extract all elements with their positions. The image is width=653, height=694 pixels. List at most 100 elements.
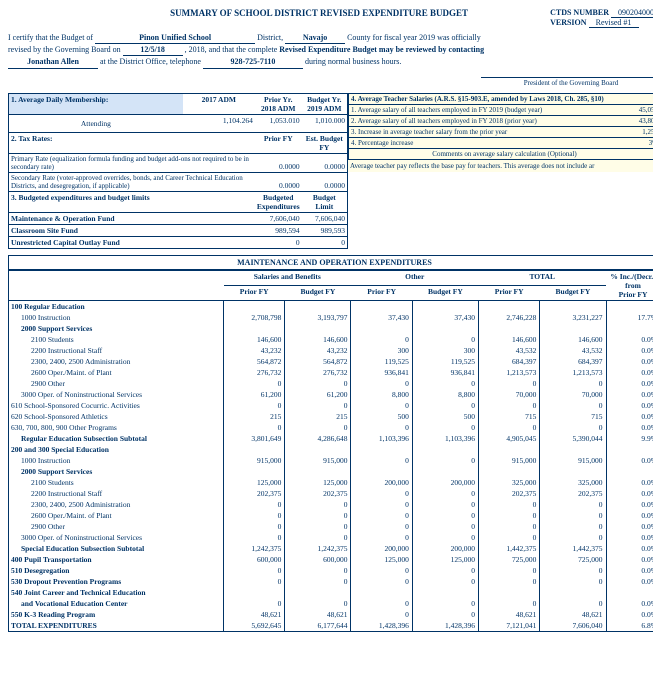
cell: 1,213,573: [540, 367, 606, 378]
cell: 0: [412, 576, 478, 587]
cell: 0.0%: [606, 532, 653, 543]
cell: 0.0%: [606, 334, 653, 345]
cell: 125,000: [285, 477, 351, 488]
cell: [606, 587, 653, 598]
cell: 43,232: [285, 345, 351, 356]
cell: [540, 466, 606, 477]
row-label: 630, 700, 800, 900 Other Programs: [9, 422, 224, 433]
cell: 0: [351, 609, 412, 620]
cell: 125,000: [412, 554, 478, 565]
cell: 0.0%: [606, 477, 653, 488]
cell: 0.0%: [606, 609, 653, 620]
cell: 564,872: [224, 356, 285, 367]
cell: 0: [351, 488, 412, 499]
cell: [606, 466, 653, 477]
cell: [412, 300, 478, 312]
cell: 0.0%: [606, 367, 653, 378]
row-label: 2900 Other: [9, 378, 224, 389]
cell: 0: [351, 400, 412, 411]
cell: [540, 323, 606, 334]
cell: 725,000: [540, 554, 606, 565]
cell: 0.0%: [606, 488, 653, 499]
cell: 915,000: [285, 455, 351, 466]
cell: 43,532: [478, 345, 539, 356]
cell: 300: [351, 345, 412, 356]
cell: 202,375: [224, 488, 285, 499]
row-label: 610 School-Sponsored Cocurric. Activitie…: [9, 400, 224, 411]
cell: 43,532: [540, 345, 606, 356]
cell: [478, 300, 539, 312]
cell: 0.0%: [606, 389, 653, 400]
cell: 119,525: [412, 356, 478, 367]
cell: 0.0%: [606, 422, 653, 433]
cell: 0.0%: [606, 543, 653, 554]
cell: 0: [478, 576, 539, 587]
cell: 0: [285, 400, 351, 411]
cell: [224, 587, 285, 598]
cell: 715: [540, 411, 606, 422]
cell: [606, 444, 653, 455]
cell: 0.0%: [606, 554, 653, 565]
cell: 0: [412, 400, 478, 411]
cell: 0: [224, 576, 285, 587]
cell: 2,746,228: [478, 312, 539, 323]
cell: 0.0%: [606, 499, 653, 510]
cell: 146,600: [285, 334, 351, 345]
cell: 0.0%: [606, 411, 653, 422]
cell: 0: [540, 565, 606, 576]
cell: 0: [285, 510, 351, 521]
cell: [478, 323, 539, 334]
cell: 0.0%: [606, 455, 653, 466]
cell: 0: [224, 521, 285, 532]
row-label: 530 Dropout Prevention Programs: [9, 576, 224, 587]
cell: [478, 444, 539, 455]
cell: 0: [351, 532, 412, 543]
cell: 1,103,396: [351, 433, 412, 444]
page-title: SUMMARY OF SCHOOL DISTRICT REVISED EXPEN…: [88, 8, 550, 28]
row-label: 400 Pupil Transportation: [9, 554, 224, 565]
maint-header: MAINTENANCE AND OPERATION EXPENDITURES: [8, 255, 653, 270]
cell: 43,232: [224, 345, 285, 356]
cell: 0: [540, 521, 606, 532]
cell: 0: [224, 598, 285, 609]
salary-table: 4. Average Teacher Salaries (A.R.S. §15-…: [348, 93, 653, 160]
cell: 0: [478, 510, 539, 521]
cell: [351, 587, 412, 598]
cell: 0: [224, 532, 285, 543]
cell: [478, 587, 539, 598]
cell: 0: [412, 598, 478, 609]
row-label: 2600 Oper./Maint. of Plant: [9, 510, 224, 521]
cell: 0: [540, 598, 606, 609]
cell: 6,177,644: [285, 620, 351, 632]
row-label: 540 Joint Career and Technical Education: [9, 587, 224, 598]
cell: 0: [285, 565, 351, 576]
cell: 0: [224, 499, 285, 510]
cell: 0.0%: [606, 510, 653, 521]
row-label: 2600 Oper./Maint. of Plant: [9, 367, 224, 378]
row-label: 510 Desegregation: [9, 565, 224, 576]
cell: 3,801,649: [224, 433, 285, 444]
cell: 0: [351, 378, 412, 389]
cell: 0: [351, 510, 412, 521]
signature-line: President of the Governing Board: [481, 77, 653, 87]
cell: 215: [224, 411, 285, 422]
cell: 146,600: [478, 334, 539, 345]
cell: [224, 300, 285, 312]
cell: 276,732: [224, 367, 285, 378]
cell: 48,621: [478, 609, 539, 620]
cell: [540, 444, 606, 455]
cell: 0: [285, 422, 351, 433]
cell: 0: [540, 510, 606, 521]
cell: 48,621: [540, 609, 606, 620]
row-label: 100 Regular Education: [9, 300, 224, 312]
row-label: 2300, 2400, 2500 Administration: [9, 356, 224, 367]
cell: 0: [540, 499, 606, 510]
cell: 1,428,396: [351, 620, 412, 632]
cell: 1,242,375: [224, 543, 285, 554]
cell: 936,841: [412, 367, 478, 378]
cell: [351, 466, 412, 477]
cell: 4,286,648: [285, 433, 351, 444]
cell: 0: [478, 378, 539, 389]
cell: 936,841: [351, 367, 412, 378]
cell: [478, 466, 539, 477]
